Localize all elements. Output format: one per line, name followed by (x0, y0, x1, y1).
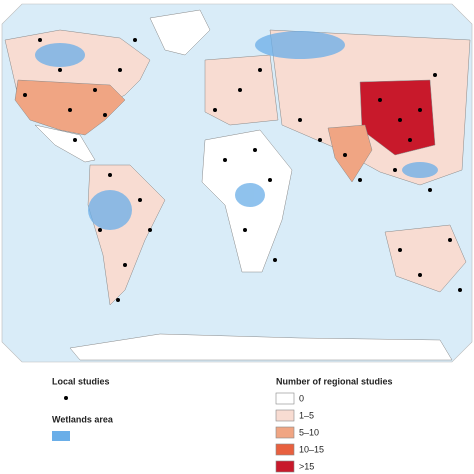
india (327, 124, 373, 183)
usa (14, 79, 126, 136)
local-study-points (23, 38, 462, 302)
legend-swatch (275, 392, 295, 405)
world-map (1, 3, 473, 363)
legend-label: 0 (299, 393, 304, 403)
legend-swatch (275, 460, 295, 473)
legend-title: Local studies (52, 376, 110, 386)
legend-swatch (275, 409, 295, 422)
legend-local: Local studies Wetlands area (52, 376, 114, 441)
legend-label: 10–15 (299, 444, 324, 454)
legend-swatch (275, 426, 295, 439)
legend-label: 1–5 (299, 410, 314, 420)
legend-regional: Number of regional studies 0 1–5 5–10 10–15… (275, 376, 393, 473)
legend-title: Wetlands area (52, 414, 114, 424)
legend-label: >15 (299, 461, 314, 471)
legend-label: 5–10 (299, 427, 319, 437)
central-america (34, 124, 96, 163)
wetlands-area (35, 31, 438, 230)
legend-title: Number of regional studies (276, 376, 393, 386)
antarctica (69, 333, 453, 361)
legend-swatch (275, 443, 295, 456)
legend-swatch (52, 431, 70, 441)
legend-point (64, 396, 68, 400)
greenland (149, 9, 211, 56)
australia (384, 224, 467, 293)
